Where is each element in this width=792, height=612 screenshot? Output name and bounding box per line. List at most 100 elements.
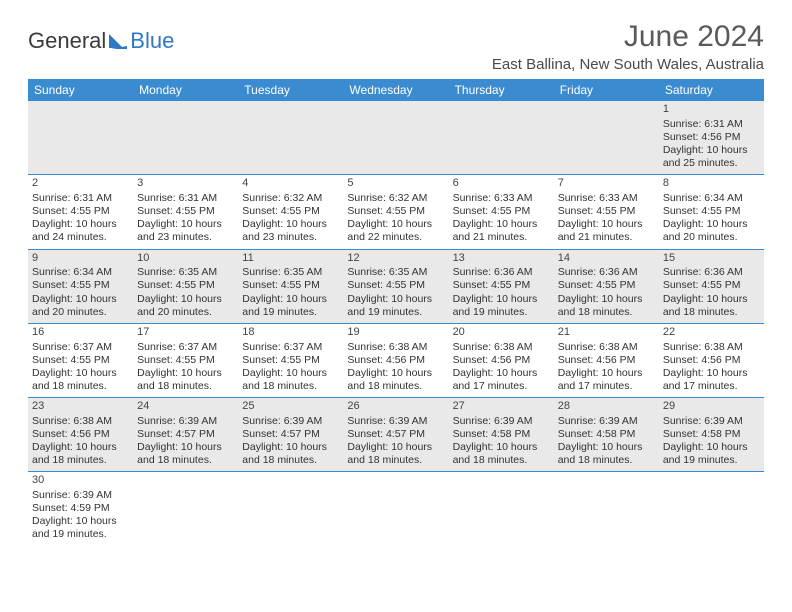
- daylight-text: Daylight: 10 hours and 25 minutes.: [663, 144, 760, 170]
- daylight-text: Daylight: 10 hours and 18 minutes.: [453, 441, 550, 467]
- sunrise-text: Sunrise: 6:33 AM: [558, 192, 655, 205]
- day-number: 3: [137, 177, 234, 191]
- sunrise-text: Sunrise: 6:39 AM: [453, 415, 550, 428]
- sunset-text: Sunset: 4:55 PM: [137, 354, 234, 367]
- day-number: 4: [242, 177, 339, 191]
- sunset-text: Sunset: 4:56 PM: [558, 354, 655, 367]
- sunrise-text: Sunrise: 6:38 AM: [32, 415, 129, 428]
- calendar-cell: 28Sunrise: 6:39 AMSunset: 4:58 PMDayligh…: [554, 398, 659, 472]
- sunset-text: Sunset: 4:55 PM: [558, 279, 655, 292]
- weekday-header: Saturday: [659, 79, 764, 101]
- daylight-text: Daylight: 10 hours and 22 minutes.: [347, 218, 444, 244]
- month-title: June 2024: [492, 20, 764, 54]
- sunset-text: Sunset: 4:56 PM: [32, 428, 129, 441]
- calendar-cell: 6Sunrise: 6:33 AMSunset: 4:55 PMDaylight…: [449, 175, 554, 249]
- sunset-text: Sunset: 4:55 PM: [663, 205, 760, 218]
- calendar-table: Sunday Monday Tuesday Wednesday Thursday…: [28, 79, 764, 546]
- calendar-cell: 16Sunrise: 6:37 AMSunset: 4:55 PMDayligh…: [28, 323, 133, 397]
- sunrise-text: Sunrise: 6:32 AM: [242, 192, 339, 205]
- day-number: 22: [663, 326, 760, 340]
- calendar-cell: [238, 101, 343, 175]
- sunrise-text: Sunrise: 6:31 AM: [137, 192, 234, 205]
- sunrise-text: Sunrise: 6:36 AM: [558, 266, 655, 279]
- day-number: 29: [663, 400, 760, 414]
- calendar-body: 1Sunrise: 6:31 AMSunset: 4:56 PMDaylight…: [28, 101, 764, 546]
- sunrise-text: Sunrise: 6:39 AM: [347, 415, 444, 428]
- sunset-text: Sunset: 4:55 PM: [453, 279, 550, 292]
- sunset-text: Sunset: 4:55 PM: [32, 354, 129, 367]
- daylight-text: Daylight: 10 hours and 17 minutes.: [453, 367, 550, 393]
- sunrise-text: Sunrise: 6:37 AM: [32, 341, 129, 354]
- sunset-text: Sunset: 4:56 PM: [453, 354, 550, 367]
- daylight-text: Daylight: 10 hours and 18 minutes.: [558, 441, 655, 467]
- daylight-text: Daylight: 10 hours and 19 minutes.: [242, 293, 339, 319]
- day-number: 14: [558, 252, 655, 266]
- sunrise-text: Sunrise: 6:39 AM: [137, 415, 234, 428]
- sunset-text: Sunset: 4:57 PM: [137, 428, 234, 441]
- day-number: 13: [453, 252, 550, 266]
- calendar-cell: 24Sunrise: 6:39 AMSunset: 4:57 PMDayligh…: [133, 398, 238, 472]
- calendar-cell: 3Sunrise: 6:31 AMSunset: 4:55 PMDaylight…: [133, 175, 238, 249]
- daylight-text: Daylight: 10 hours and 18 minutes.: [347, 367, 444, 393]
- calendar-week-row: 23Sunrise: 6:38 AMSunset: 4:56 PMDayligh…: [28, 398, 764, 472]
- calendar-cell: 26Sunrise: 6:39 AMSunset: 4:57 PMDayligh…: [343, 398, 448, 472]
- daylight-text: Daylight: 10 hours and 20 minutes.: [32, 293, 129, 319]
- brand-logo: General Blue: [28, 28, 174, 54]
- sunset-text: Sunset: 4:58 PM: [453, 428, 550, 441]
- daylight-text: Daylight: 10 hours and 20 minutes.: [137, 293, 234, 319]
- sunrise-text: Sunrise: 6:38 AM: [663, 341, 760, 354]
- calendar-week-row: 1Sunrise: 6:31 AMSunset: 4:56 PMDaylight…: [28, 101, 764, 175]
- daylight-text: Daylight: 10 hours and 18 minutes.: [242, 367, 339, 393]
- calendar-cell: 30Sunrise: 6:39 AMSunset: 4:59 PMDayligh…: [28, 472, 133, 546]
- sunrise-text: Sunrise: 6:39 AM: [558, 415, 655, 428]
- calendar-cell: 29Sunrise: 6:39 AMSunset: 4:58 PMDayligh…: [659, 398, 764, 472]
- sunrise-text: Sunrise: 6:36 AM: [663, 266, 760, 279]
- sunset-text: Sunset: 4:58 PM: [558, 428, 655, 441]
- calendar-cell: 14Sunrise: 6:36 AMSunset: 4:55 PMDayligh…: [554, 249, 659, 323]
- sunrise-text: Sunrise: 6:37 AM: [137, 341, 234, 354]
- sunset-text: Sunset: 4:59 PM: [32, 502, 129, 515]
- calendar-cell: [449, 101, 554, 175]
- sunset-text: Sunset: 4:55 PM: [32, 205, 129, 218]
- sunrise-text: Sunrise: 6:39 AM: [663, 415, 760, 428]
- calendar-cell: [133, 101, 238, 175]
- sunset-text: Sunset: 4:56 PM: [347, 354, 444, 367]
- sunrise-text: Sunrise: 6:31 AM: [663, 118, 760, 131]
- daylight-text: Daylight: 10 hours and 19 minutes.: [347, 293, 444, 319]
- calendar-cell: 12Sunrise: 6:35 AMSunset: 4:55 PMDayligh…: [343, 249, 448, 323]
- day-number: 21: [558, 326, 655, 340]
- sunset-text: Sunset: 4:57 PM: [347, 428, 444, 441]
- sunset-text: Sunset: 4:55 PM: [242, 354, 339, 367]
- daylight-text: Daylight: 10 hours and 19 minutes.: [663, 441, 760, 467]
- sunrise-text: Sunrise: 6:35 AM: [242, 266, 339, 279]
- daylight-text: Daylight: 10 hours and 18 minutes.: [32, 441, 129, 467]
- calendar-cell: 10Sunrise: 6:35 AMSunset: 4:55 PMDayligh…: [133, 249, 238, 323]
- calendar-cell: [554, 101, 659, 175]
- sunset-text: Sunset: 4:55 PM: [137, 279, 234, 292]
- sunset-text: Sunset: 4:57 PM: [242, 428, 339, 441]
- calendar-cell: 7Sunrise: 6:33 AMSunset: 4:55 PMDaylight…: [554, 175, 659, 249]
- calendar-cell: 8Sunrise: 6:34 AMSunset: 4:55 PMDaylight…: [659, 175, 764, 249]
- day-number: 28: [558, 400, 655, 414]
- calendar-cell: 27Sunrise: 6:39 AMSunset: 4:58 PMDayligh…: [449, 398, 554, 472]
- calendar-week-row: 2Sunrise: 6:31 AMSunset: 4:55 PMDaylight…: [28, 175, 764, 249]
- calendar-cell: 19Sunrise: 6:38 AMSunset: 4:56 PMDayligh…: [343, 323, 448, 397]
- day-number: 12: [347, 252, 444, 266]
- daylight-text: Daylight: 10 hours and 21 minutes.: [558, 218, 655, 244]
- sunset-text: Sunset: 4:55 PM: [558, 205, 655, 218]
- sunset-text: Sunset: 4:55 PM: [137, 205, 234, 218]
- calendar-week-row: 9Sunrise: 6:34 AMSunset: 4:55 PMDaylight…: [28, 249, 764, 323]
- sunset-text: Sunset: 4:55 PM: [663, 279, 760, 292]
- calendar-cell: [449, 472, 554, 546]
- calendar-cell: [554, 472, 659, 546]
- day-number: 5: [347, 177, 444, 191]
- daylight-text: Daylight: 10 hours and 18 minutes.: [347, 441, 444, 467]
- daylight-text: Daylight: 10 hours and 18 minutes.: [558, 293, 655, 319]
- weekday-header: Monday: [133, 79, 238, 101]
- weekday-header: Sunday: [28, 79, 133, 101]
- day-number: 26: [347, 400, 444, 414]
- weekday-header: Thursday: [449, 79, 554, 101]
- calendar-cell: [343, 101, 448, 175]
- day-number: 19: [347, 326, 444, 340]
- location-subtitle: East Ballina, New South Wales, Australia: [492, 56, 764, 73]
